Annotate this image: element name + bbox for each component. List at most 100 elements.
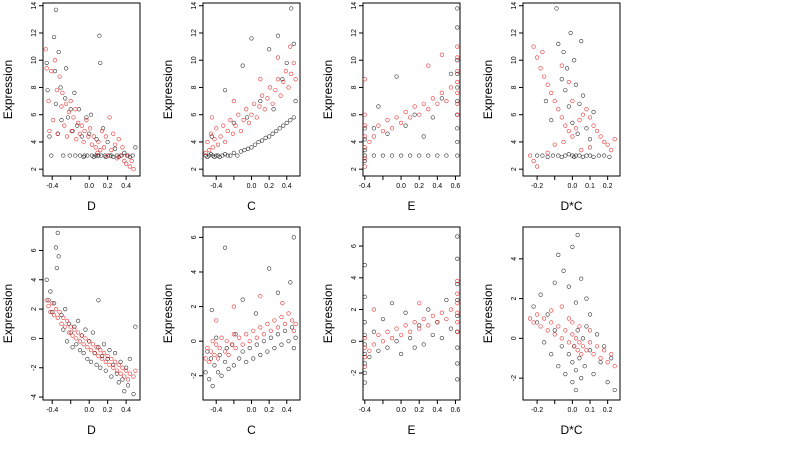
data-point [398,351,404,357]
y-tick-label: 6 [191,113,198,117]
data-point [82,128,87,134]
data-point [538,66,543,71]
data-point [224,346,229,351]
data-point [549,352,554,357]
y-tick-label: -2 [511,375,518,381]
data-point [233,123,238,128]
data-point [403,323,408,328]
data-point [120,365,125,370]
y-tick-label: 4 [351,140,358,144]
y-tick-label: 4 [191,270,198,274]
data-point [288,280,293,285]
data-point [131,392,136,397]
data-point [258,325,263,330]
data-point [231,150,236,155]
data-point [265,349,270,354]
data-point [127,164,132,169]
data-point [249,145,254,150]
y-tick-label: 8 [351,85,358,89]
y-tick-label: 8 [191,85,198,89]
data-point [59,118,64,123]
data-point [61,315,66,320]
data-point [96,345,101,350]
data-point [552,328,557,333]
data-point [65,115,71,120]
data-point [543,98,549,104]
data-point [362,364,367,369]
data-point [268,335,274,340]
data-point [584,107,589,112]
data-point [371,342,376,347]
data-point [609,148,614,153]
plot-frame [362,226,461,401]
data-point [559,115,564,120]
data-point [577,118,582,123]
data-point [77,131,83,136]
data-point [70,333,75,338]
data-point [367,139,372,145]
data-point [282,321,288,326]
data-point [112,350,118,356]
data-point [602,348,607,353]
data-point [51,312,57,318]
data-point [435,320,440,325]
data-point [556,41,561,46]
data-point [289,325,295,330]
data-point [575,348,580,353]
data-point [362,137,367,142]
data-point [612,364,617,369]
data-point [371,329,376,334]
data-point [207,359,212,365]
data-point [389,153,395,158]
data-point [81,139,86,145]
data-point [376,104,381,109]
data-point [94,362,99,367]
data-point [598,134,603,139]
data-point [263,135,268,140]
data-point [245,146,251,151]
data-point [105,153,110,158]
data-point [577,153,582,158]
data-point [362,77,367,82]
data-point [455,126,460,131]
y-tick-label: 12 [191,29,198,37]
data-point [556,252,561,257]
data-point [215,142,221,147]
data-point [87,131,92,136]
data-point [103,368,108,373]
data-point [591,352,596,357]
data-point [124,161,129,166]
y-tick-label: 10 [511,56,518,64]
data-point [280,301,285,306]
data-point [279,314,284,320]
data-point [68,98,73,104]
data-point [226,352,231,358]
data-point [362,361,367,366]
data-point [559,344,564,349]
data-point [535,320,540,325]
data-point [242,148,247,153]
data-point [362,123,367,128]
data-point [286,85,291,90]
data-point [398,153,404,158]
data-point [455,25,460,30]
data-point [122,374,127,379]
data-point [258,294,263,299]
data-point [56,49,61,55]
x-tick-label: 0.6 [451,407,461,414]
data-point [125,383,131,388]
data-point [92,350,97,356]
data-point [116,137,121,142]
data-point [105,139,110,145]
data-point [293,335,298,340]
data-point [59,321,64,326]
data-point [612,137,617,142]
data-point [362,262,367,268]
data-point [612,387,617,393]
data-point [124,368,129,373]
data-point [549,118,554,123]
data-point [426,107,431,112]
data-point [587,115,593,120]
y-tick-label: 6 [31,113,38,117]
data-point [83,327,88,332]
